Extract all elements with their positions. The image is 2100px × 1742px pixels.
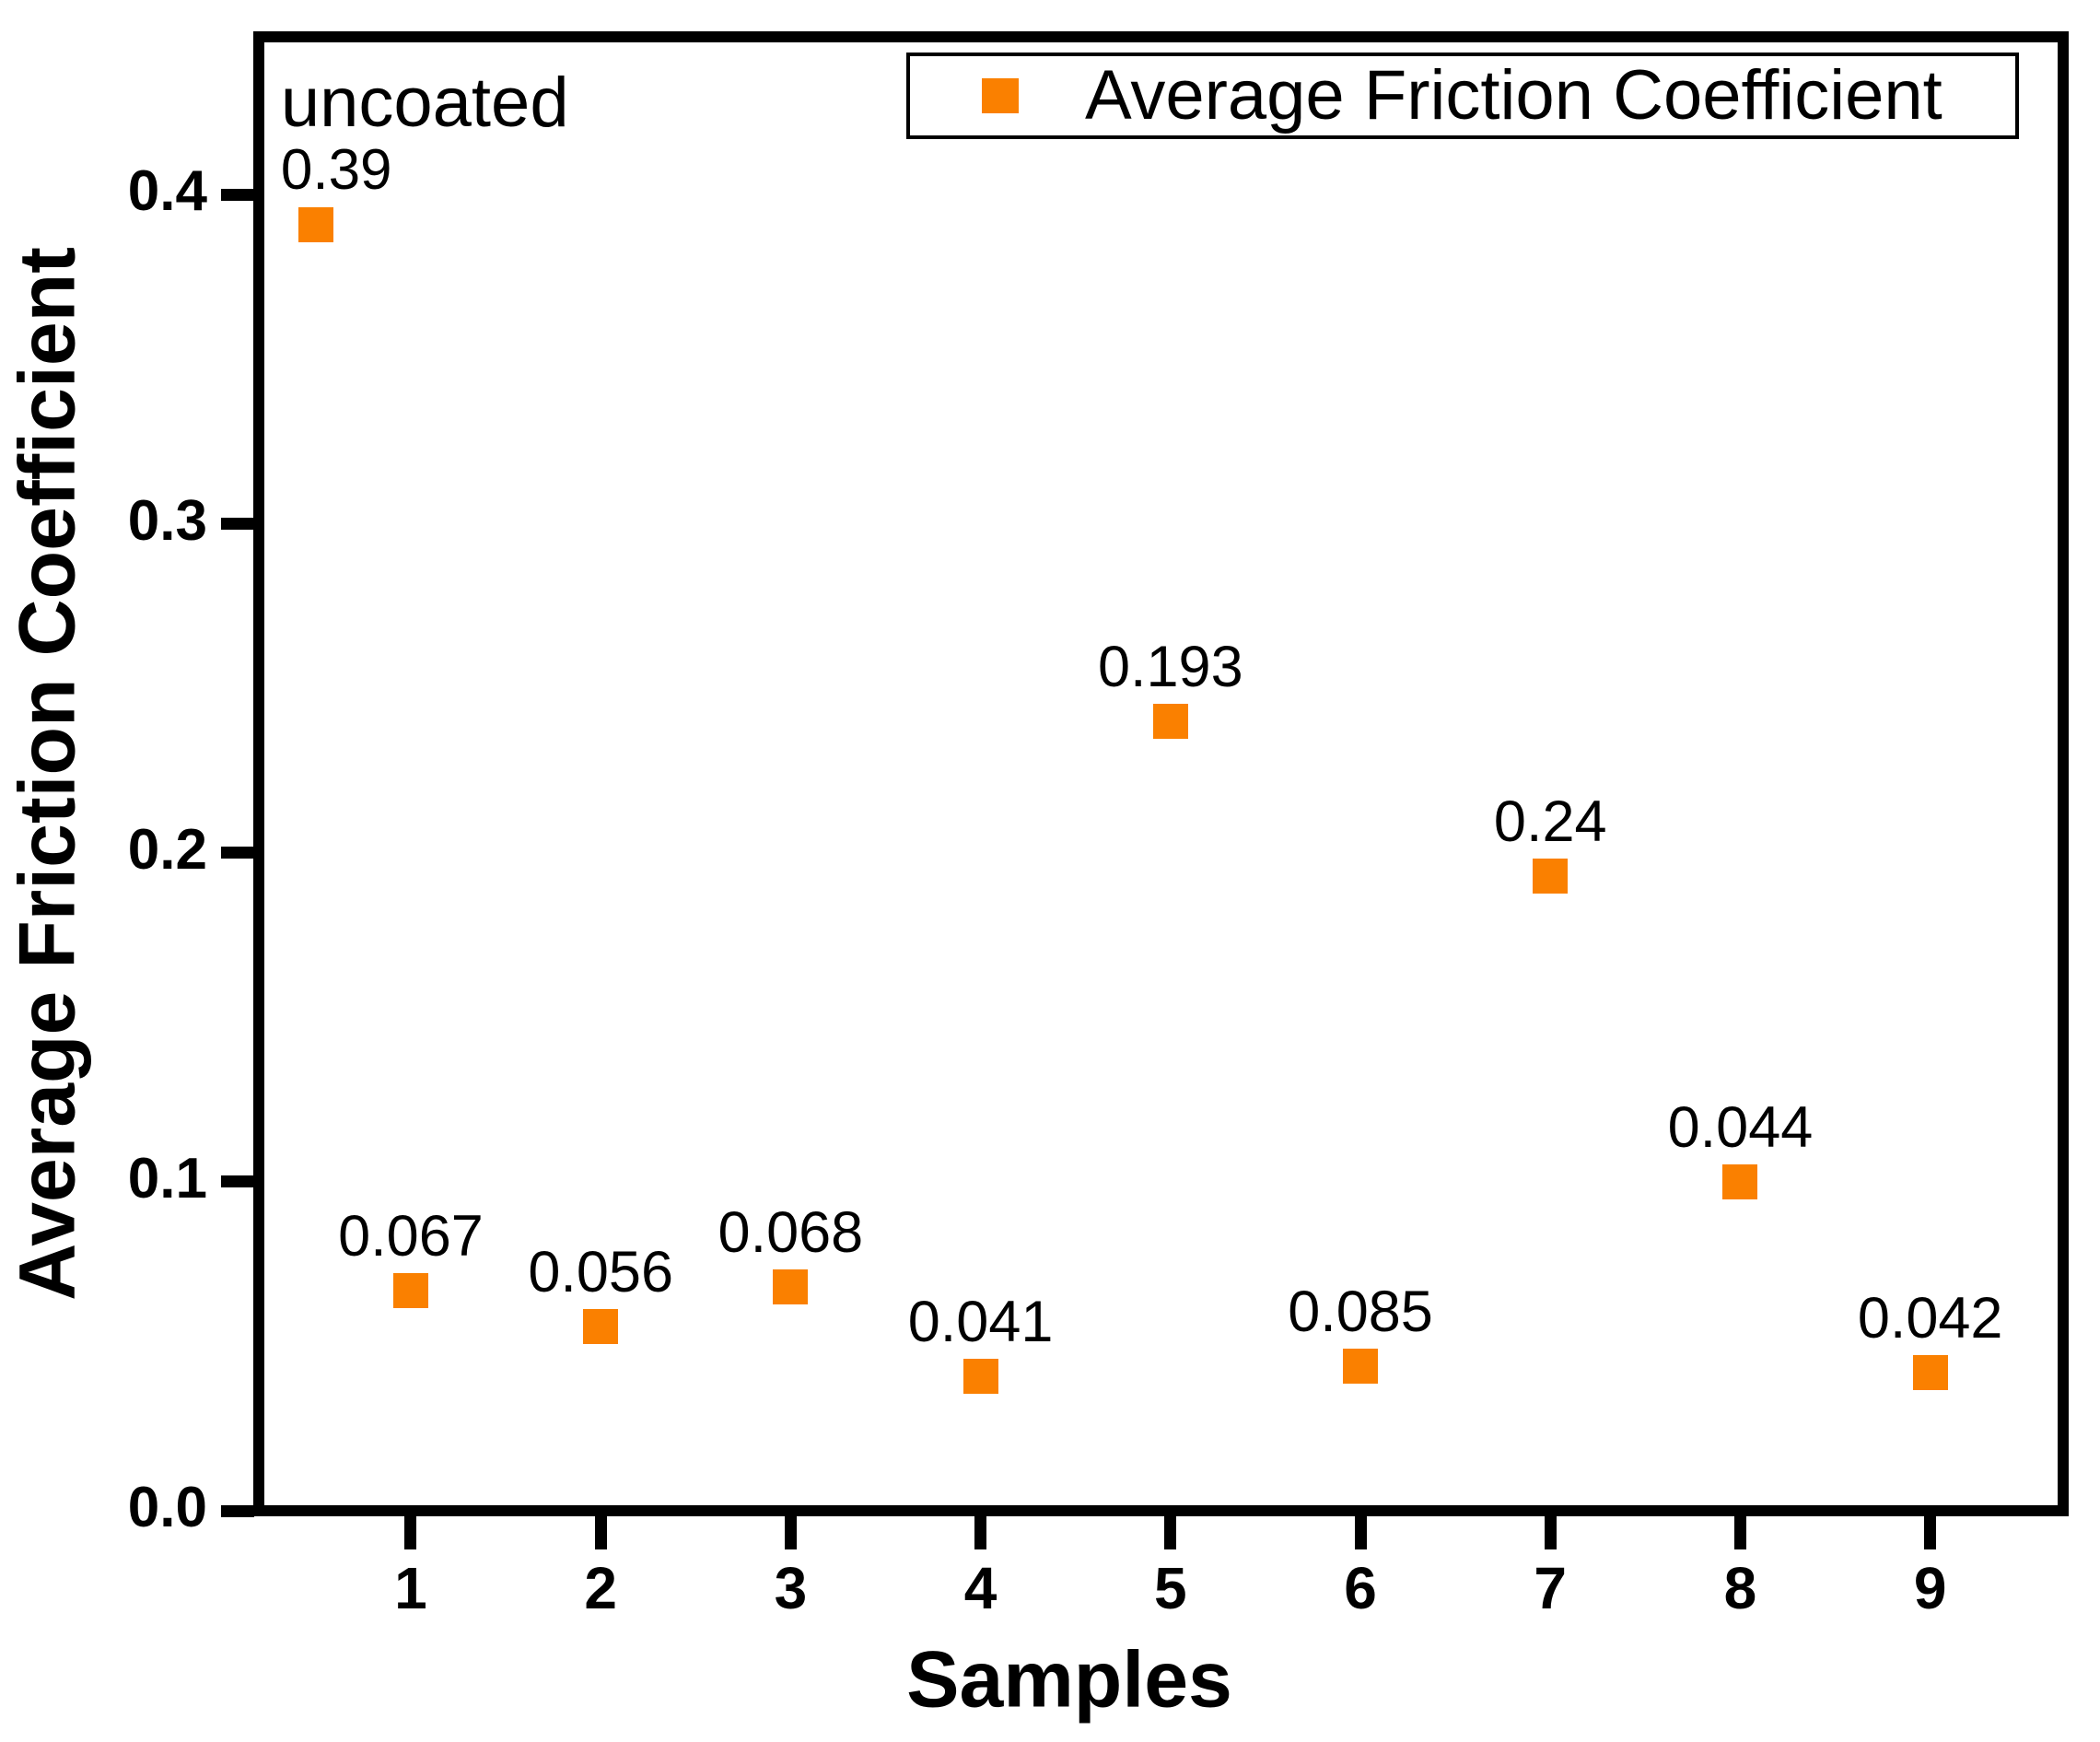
data-point-label: 0.193 bbox=[1097, 634, 1243, 699]
x-tick-label: 6 bbox=[1344, 1555, 1377, 1621]
y-tick-label: 0.1 bbox=[127, 1146, 207, 1210]
data-point-label: 0.068 bbox=[718, 1200, 864, 1266]
data-point-marker bbox=[392, 1272, 428, 1308]
x-tick-mark bbox=[1354, 1516, 1367, 1549]
y-tick-label: 0.3 bbox=[127, 488, 207, 553]
legend-label: Average Friction Coefficient bbox=[1085, 56, 1942, 134]
data-point-marker bbox=[1152, 703, 1188, 739]
data-point-label: 0.24 bbox=[1493, 789, 1607, 854]
data-point-marker bbox=[1722, 1163, 1758, 1199]
data-point-label: 0.042 bbox=[1857, 1286, 2003, 1350]
data-point-marker bbox=[583, 1309, 619, 1344]
x-tick-label: 3 bbox=[774, 1555, 808, 1621]
x-axis-title: Samples bbox=[906, 1635, 1232, 1724]
x-tick-mark bbox=[1924, 1516, 1937, 1549]
data-point-marker bbox=[962, 1358, 998, 1394]
data-point-label: 0.056 bbox=[528, 1240, 673, 1304]
plot-area bbox=[253, 31, 2069, 1516]
data-point-marker bbox=[1343, 1348, 1379, 1384]
x-tick-label: 2 bbox=[584, 1555, 617, 1621]
x-tick-label: 1 bbox=[394, 1555, 427, 1621]
x-tick-label: 4 bbox=[963, 1555, 998, 1621]
data-point-label: 0.067 bbox=[338, 1203, 484, 1269]
y-tick-label: 0.2 bbox=[127, 817, 207, 882]
x-tick-mark bbox=[404, 1516, 417, 1549]
x-tick-label: 9 bbox=[1913, 1555, 1947, 1621]
annotation-name: uncoated bbox=[280, 63, 569, 142]
y-tick-mark bbox=[221, 1175, 254, 1188]
x-tick-mark bbox=[1164, 1516, 1177, 1549]
data-point-marker bbox=[298, 206, 333, 242]
data-point-label: 0.044 bbox=[1667, 1094, 1814, 1160]
y-tick-label: 0.0 bbox=[127, 1476, 207, 1539]
y-tick-label: 0.4 bbox=[127, 159, 207, 224]
x-tick-mark bbox=[974, 1516, 987, 1549]
y-tick-mark bbox=[221, 188, 254, 201]
x-tick-mark bbox=[784, 1516, 797, 1549]
data-point-marker bbox=[1533, 858, 1569, 894]
uncoated-annotation: uncoated 0.39 bbox=[280, 63, 569, 202]
x-tick-mark bbox=[1733, 1516, 1746, 1549]
x-tick-label: 8 bbox=[1723, 1555, 1757, 1621]
y-tick-mark bbox=[221, 518, 254, 531]
data-point-label: 0.085 bbox=[1288, 1279, 1433, 1344]
data-point-marker bbox=[1912, 1355, 1948, 1390]
x-tick-mark bbox=[594, 1516, 607, 1549]
legend-marker-icon bbox=[982, 78, 1019, 113]
annotation-value: 0.39 bbox=[280, 137, 392, 202]
data-point-marker bbox=[773, 1269, 809, 1305]
data-point-label: 0.041 bbox=[907, 1289, 1054, 1354]
legend: Average Friction Coefficient bbox=[906, 53, 2019, 139]
x-tick-mark bbox=[1544, 1516, 1557, 1549]
y-tick-mark bbox=[221, 847, 254, 859]
x-tick-label: 7 bbox=[1534, 1555, 1568, 1621]
x-tick-label: 5 bbox=[1154, 1555, 1187, 1621]
y-tick-mark bbox=[221, 1504, 254, 1517]
